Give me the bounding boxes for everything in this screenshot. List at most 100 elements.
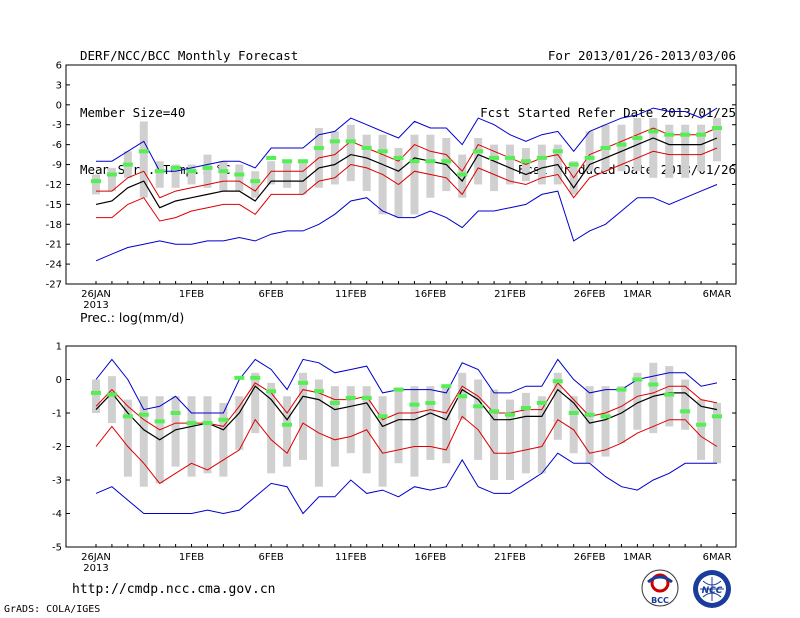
ensemble-box	[713, 402, 721, 464]
ensemble-box	[569, 396, 578, 454]
observed-mark	[218, 417, 229, 422]
x-tick-label: 1MAR	[623, 289, 652, 300]
observed-mark	[377, 149, 388, 154]
ensemble-box	[394, 147, 403, 218]
ensemble-box	[426, 134, 435, 198]
observed-mark	[186, 421, 197, 426]
observed-mark	[250, 179, 261, 184]
y-tick-label: -3	[52, 120, 62, 131]
observed-mark	[584, 412, 595, 417]
observed-mark	[457, 394, 468, 399]
ensemble-box	[474, 138, 483, 185]
ensemble-box	[697, 399, 706, 460]
plot-frame	[65, 64, 737, 285]
observed-mark	[186, 169, 197, 174]
ensemble-box	[537, 144, 546, 185]
ensemble-box	[283, 396, 292, 467]
observed-mark	[122, 162, 133, 167]
observed-mark	[600, 414, 611, 419]
x-tick-sublabel: 2013	[83, 300, 108, 311]
grads-credit: GrADS: COLA/IGES	[4, 604, 101, 615]
observed-mark	[632, 136, 643, 140]
ensemble-box	[553, 372, 562, 440]
ensemble-box	[235, 396, 244, 450]
observed-mark	[632, 377, 643, 382]
observed-mark	[600, 145, 611, 150]
ensemble-box	[92, 174, 100, 195]
observed-mark	[664, 392, 675, 397]
observed-mark	[250, 375, 261, 380]
ensemble-box	[633, 372, 642, 430]
observed-mark	[266, 155, 277, 160]
observed-mark	[568, 411, 579, 415]
observed-mark	[409, 402, 420, 407]
ensemble-box	[267, 382, 276, 474]
y-tick-label: -15	[46, 200, 62, 211]
ensemble-box	[394, 389, 403, 464]
ensemble-box	[171, 396, 180, 467]
ensemble-box	[187, 164, 196, 185]
observed-mark	[696, 422, 707, 427]
ensemble-box	[474, 379, 483, 460]
x-tick-label: 6MAR	[703, 552, 732, 563]
ensemble-box	[585, 131, 594, 172]
observed-mark	[441, 384, 452, 389]
x-tick-label: 6FEB	[259, 289, 284, 300]
observed-mark	[712, 414, 722, 419]
series-line-mean	[95, 385, 718, 441]
y-tick-label: -4	[52, 509, 62, 520]
ensemble-box	[139, 396, 148, 487]
ensemble-box	[155, 161, 164, 188]
observed-mark	[377, 414, 388, 419]
ensemble-box	[713, 118, 721, 162]
observed-mark	[616, 387, 627, 392]
observed-mark	[282, 422, 293, 427]
ensemble-box	[410, 134, 419, 215]
ensemble-box	[697, 124, 706, 172]
ensemble-box	[219, 161, 228, 192]
observed-mark	[313, 145, 324, 150]
y-tick-label: -1	[52, 409, 62, 420]
observed-mark	[568, 162, 579, 167]
y-tick-label: -2	[52, 442, 62, 453]
observed-mark	[122, 414, 133, 419]
x-tick-label: 26FEB	[574, 289, 606, 300]
observed-mark	[473, 404, 484, 409]
observed-mark	[202, 165, 213, 170]
observed-mark	[170, 165, 181, 170]
observed-mark	[234, 375, 245, 380]
ensemble-box	[410, 386, 419, 477]
y-tick-label: 3	[56, 80, 62, 91]
series-line-min	[95, 452, 717, 515]
ensemble-box	[267, 161, 276, 185]
ensemble-box	[681, 124, 690, 178]
ensemble-box	[299, 161, 307, 195]
member-size-label: Member Size=40	[80, 105, 186, 120]
series-line-upper	[95, 382, 718, 431]
x-tick-sublabel: 2013	[83, 563, 108, 574]
observed-mark	[648, 382, 659, 387]
x-tick-label: 11FEB	[335, 289, 367, 300]
footer-url: http://cmdp.ncc.cma.gov.cn	[72, 582, 276, 597]
observed-mark	[218, 169, 229, 174]
observed-mark	[457, 172, 468, 177]
observed-mark	[712, 126, 722, 131]
observed-mark	[536, 400, 547, 405]
observed-mark	[202, 421, 213, 426]
y-tick-label: -27	[46, 280, 62, 291]
ensemble-box	[490, 144, 499, 192]
x-tick-label: 6FEB	[259, 552, 284, 563]
bcc-logo-text: BCC	[651, 596, 669, 605]
observed-mark	[106, 172, 117, 177]
ensemble-box	[506, 399, 514, 480]
ensemble-box	[362, 134, 371, 192]
ensemble-box	[601, 386, 610, 457]
ensemble-box	[426, 386, 435, 460]
x-tick-label: 1FEB	[179, 552, 204, 563]
observed-mark	[616, 142, 627, 147]
y-tick-label: -3	[52, 476, 62, 487]
observed-mark	[489, 155, 500, 160]
y-tick-label: -18	[46, 220, 62, 231]
